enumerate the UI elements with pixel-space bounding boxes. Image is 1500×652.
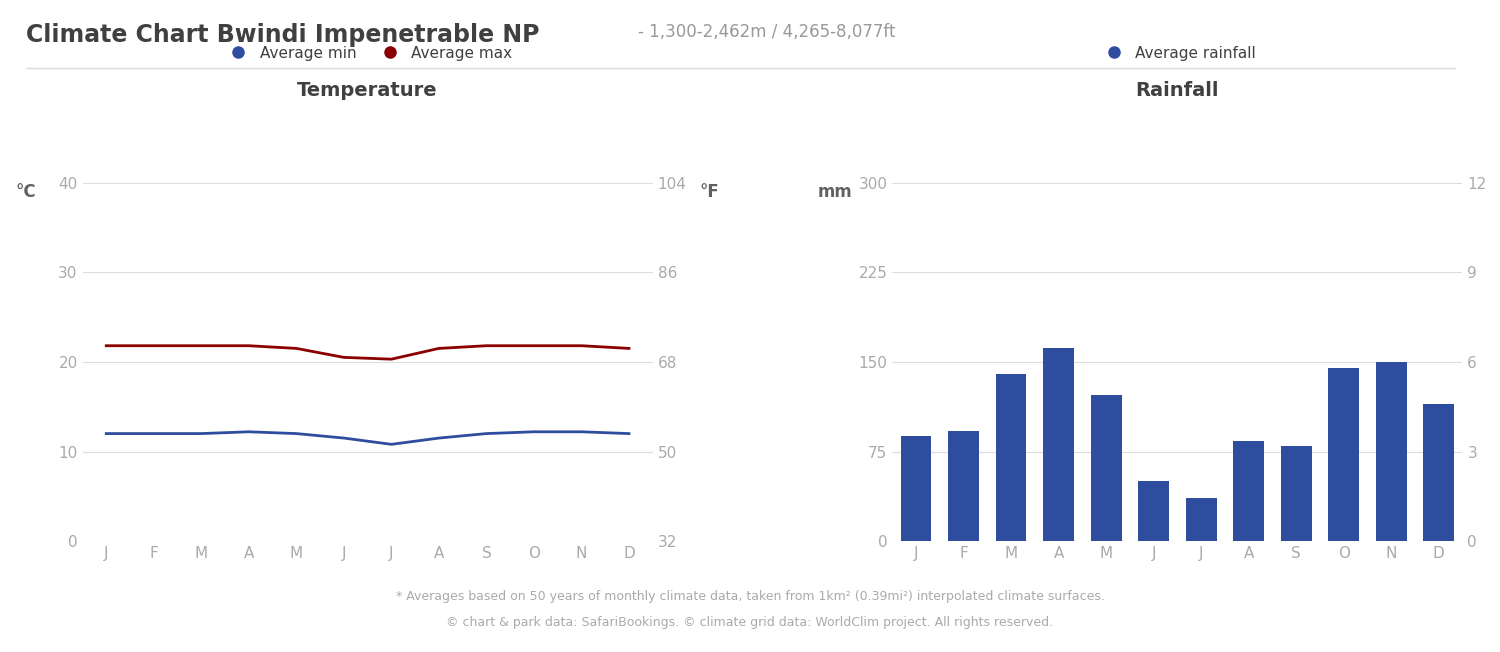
Text: °F: °F [700,183,720,201]
Text: Rainfall: Rainfall [1136,82,1220,100]
Text: Climate Chart Bwindi Impenetrable NP: Climate Chart Bwindi Impenetrable NP [26,23,538,47]
Bar [1281,445,1311,541]
Bar [1138,481,1168,541]
Text: °C: °C [15,183,36,201]
Text: Temperature: Temperature [297,82,438,100]
Bar [1233,441,1264,541]
Bar [900,436,932,541]
Bar [1185,498,1216,541]
Text: mm: mm [818,183,852,201]
Text: © chart & park data: SafariBookings. © climate grid data: WorldClim project. All: © chart & park data: SafariBookings. © c… [447,616,1053,629]
Bar [1376,362,1407,541]
Legend: Average min, Average max: Average min, Average max [217,40,519,67]
Text: - 1,300-2,462m / 4,265-8,077ft: - 1,300-2,462m / 4,265-8,077ft [638,23,896,41]
Bar [1329,368,1359,541]
Bar [1424,404,1454,541]
Bar [996,374,1026,541]
Legend: Average rainfall: Average rainfall [1092,40,1262,67]
Bar [948,431,980,541]
Bar [1042,348,1074,541]
Bar [1090,395,1122,541]
Text: * Averages based on 50 years of monthly climate data, taken from 1km² (0.39mi²) : * Averages based on 50 years of monthly … [396,590,1104,603]
